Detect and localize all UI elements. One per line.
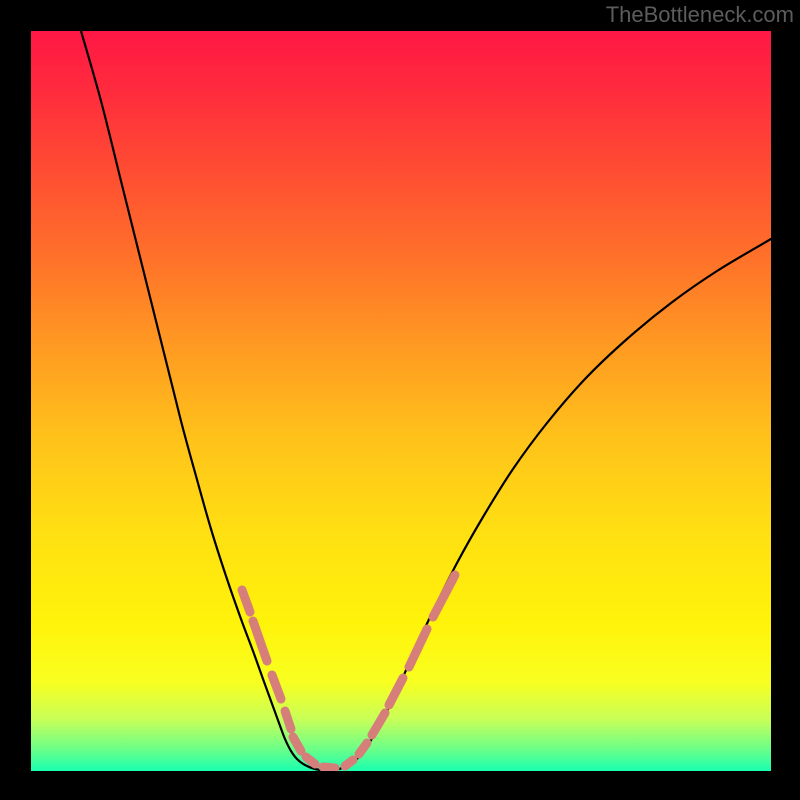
watermark-label: TheBottleneck.com	[606, 2, 794, 28]
curve-highlight-dash	[323, 767, 335, 768]
curve-highlight-dash	[345, 760, 353, 766]
plot-area	[31, 31, 771, 771]
chart-svg	[0, 0, 800, 800]
curve-highlight-dash	[306, 757, 315, 764]
curve-highlight-dash	[285, 711, 291, 729]
chart-root: TheBottleneck.com	[0, 0, 800, 800]
